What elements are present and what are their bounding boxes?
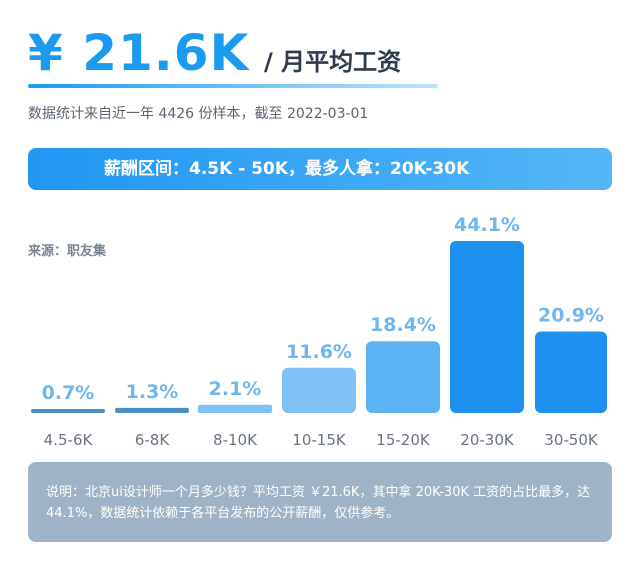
value-label: 1.3% bbox=[126, 381, 179, 403]
sample-subtitle: 数据统计来自近一年 4426 份样本，截至 2022-03-01 bbox=[28, 106, 369, 122]
value-label: 11.6% bbox=[286, 341, 352, 363]
bar-15-20K bbox=[366, 341, 440, 413]
title-underline bbox=[28, 84, 438, 88]
category-tick-label: 6-8K bbox=[135, 431, 170, 449]
bar-20-30K bbox=[450, 241, 524, 413]
value-label: 20.9% bbox=[538, 304, 604, 326]
salary-amount: 21.6K bbox=[82, 24, 250, 82]
salary-distribution-chart: 0.7% 4.5-6K 1.3% 6-8K 2.1% 8-10K 11.6% 10-15K 18… bbox=[31, 214, 607, 449]
value-label: 2.1% bbox=[209, 378, 262, 400]
category-tick-label: 20-30K bbox=[460, 431, 515, 449]
bar-10-15K bbox=[282, 367, 356, 413]
bar-4.5-6K bbox=[31, 409, 105, 413]
value-label: 18.4% bbox=[370, 314, 436, 336]
source-label: 来源：职友集 bbox=[28, 244, 107, 259]
average-salary-display: ¥ 21.6K / 月平均工资 bbox=[28, 18, 401, 88]
salary-unit-label: / 月平均工资 bbox=[264, 48, 402, 76]
category-tick-label: 15-20K bbox=[376, 431, 431, 449]
category-tick-label: 30-50K bbox=[544, 431, 599, 449]
explanation-note: 说明：北京ui设计师一个月多少钱？平均工资 ￥21.6K，其中拿 20K-30K… bbox=[28, 462, 612, 542]
salary-range-banner: 薪酬区间：4.5K - 50K，最多人拿：20K-30K bbox=[28, 148, 612, 190]
bar-30-50K bbox=[535, 331, 607, 413]
value-label: 0.7% bbox=[42, 382, 95, 404]
bar-6-8K bbox=[115, 407, 189, 413]
category-tick-label: 8-10K bbox=[213, 431, 258, 449]
category-tick-label: 10-15K bbox=[292, 431, 347, 449]
value-label: 44.1% bbox=[454, 214, 520, 236]
category-tick-label: 4.5-6K bbox=[44, 431, 94, 449]
currency-symbol: ¥ bbox=[28, 24, 64, 82]
average-salary-value: ¥ 21.6K bbox=[28, 24, 249, 82]
bar-8-10K bbox=[198, 404, 272, 413]
